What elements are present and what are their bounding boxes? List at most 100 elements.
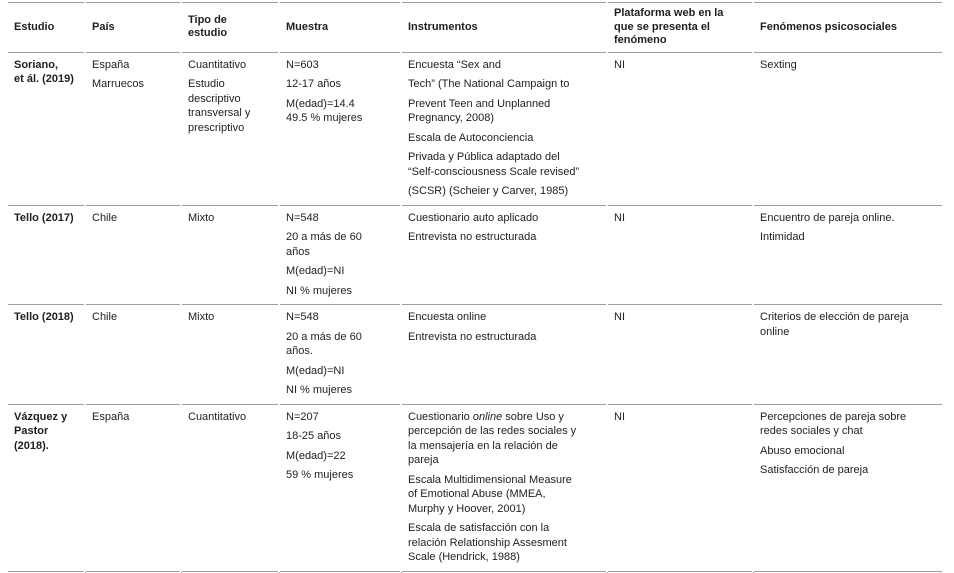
cell-muestra: N=207 18-25 años M(edad)=22 59 % mujeres bbox=[280, 405, 400, 572]
cell-paragraph: Tello (2018) bbox=[14, 311, 74, 323]
cell-paragraph: Encuesta online bbox=[408, 311, 487, 323]
cell-paragraph: 18-25 años bbox=[286, 430, 342, 442]
cell-paragraph: 12-17 años bbox=[286, 78, 342, 90]
cell-paragraph: Escala de Autoconciencia bbox=[408, 131, 534, 144]
table-row: Tello (2017) Chile Mixto N=548 20 a más de 6… bbox=[8, 206, 942, 305]
cell-paragraph: Entrevista no estructurada bbox=[408, 330, 537, 343]
cell-paragraph: NI bbox=[614, 211, 625, 224]
cell-paragraph: Intimidad bbox=[760, 231, 805, 243]
cell-paragraph: Satisfacción de pareja bbox=[760, 464, 869, 476]
cell-fenomenos: Encuentro de pareja online. Intimidad bbox=[754, 206, 942, 305]
cell-fenomenos: Criterios de elección de pareja online bbox=[754, 305, 942, 405]
studies-table: Estudio País Tipo de estudio Muestra Instrum… bbox=[6, 2, 944, 572]
cell-paragraph: Chile bbox=[92, 311, 118, 323]
column-header-tipo: Tipo de estudio bbox=[182, 2, 278, 53]
cell-fenomenos: Sexting bbox=[754, 53, 942, 206]
cell-paragraph: M(edad)=14.4 49.5 % mujeres bbox=[286, 97, 363, 125]
cell-paragraph: (SCSR) (Scheier y Carver, 1985) bbox=[408, 185, 569, 197]
cell-estudio: Tello (2018) bbox=[8, 305, 84, 405]
cell-paragraph: Soriano, et ál. (2019) bbox=[14, 58, 74, 86]
cell-paragraph: Sexting bbox=[760, 58, 797, 71]
cell-paragraph: Criterios de elección de pareja online bbox=[760, 311, 909, 338]
column-divider-tick bbox=[401, 571, 402, 573]
table-body: Soriano, et ál. (2019) España Marruecos Cua… bbox=[8, 53, 942, 572]
cell-estudio: Soriano, et ál. (2019) bbox=[8, 53, 84, 206]
cell-paragraph: 20 a más de 60 años. bbox=[286, 330, 362, 358]
header-row: Estudio País Tipo de estudio Muestra Instrum… bbox=[8, 2, 942, 53]
table-header: Estudio País Tipo de estudio Muestra Instrum… bbox=[8, 2, 942, 53]
cell-paragraph: N=548 bbox=[286, 311, 319, 323]
column-header-fenomenos: Fenómenos psicosociales bbox=[754, 2, 942, 53]
cell-paragraph: Cuestionario auto aplicado bbox=[408, 211, 539, 224]
cell-estudio: Vázquez y Pastor (2018). bbox=[8, 405, 84, 572]
cell-paragraph: Escala de satisfacción con la relación R… bbox=[408, 522, 567, 563]
cell-paragraph: 59 % mujeres bbox=[286, 469, 354, 481]
cell-plataforma: NI bbox=[608, 305, 752, 405]
cell-paragraph: Tello (2017) bbox=[14, 211, 74, 224]
cell-paragraph: Abuso emocional bbox=[760, 444, 845, 457]
cell-instrumentos: Encuesta online Entrevista no estructurad… bbox=[402, 305, 606, 405]
cell-paragraph: 20 a más de 60 años bbox=[286, 231, 362, 258]
cell-paragraph: M(edad)=22 bbox=[286, 449, 346, 462]
cell-instrumentos: Encuesta “Sex and Tech” (The National Cam… bbox=[402, 53, 606, 206]
cell-estudio: Tello (2017) bbox=[8, 206, 84, 305]
cell-plataforma: NI bbox=[608, 405, 752, 572]
cell-paragraph: M(edad)=NI bbox=[286, 364, 345, 377]
column-header-instrumentos: Instrumentos bbox=[402, 2, 606, 53]
cell-fenomenos: Percepciones de pareja sobre redes socia… bbox=[754, 405, 942, 572]
cell-paragraph: Marruecos bbox=[92, 78, 144, 90]
cell-paragraph: Encuentro de pareja online. bbox=[760, 211, 895, 224]
text-run: Cuestionario bbox=[408, 410, 473, 423]
cell-paragraph: Mixto bbox=[188, 311, 215, 323]
cell-instrumentos: Cuestionario auto aplicado Entrevista no … bbox=[402, 206, 606, 305]
table-row: Vázquez y Pastor (2018). España Cuantitati… bbox=[8, 405, 942, 572]
cell-paragraph: NI % mujeres bbox=[286, 384, 353, 396]
cell-paragraph: N=603 bbox=[286, 58, 319, 71]
cell-paragraph: Prevent Teen and Unplanned Pregnancy, 20… bbox=[408, 97, 551, 125]
italic-text-run: online bbox=[472, 410, 503, 423]
cell-muestra: N=548 20 a más de 60 años M(edad)=NI NI % m… bbox=[280, 206, 400, 305]
cell-paragraph: Vázquez y Pastor (2018). bbox=[14, 410, 68, 452]
cell-paragraph: Estudio descriptivo transversal y prescr… bbox=[188, 78, 251, 134]
column-divider-tick bbox=[607, 571, 608, 573]
column-header-pais: País bbox=[86, 2, 180, 53]
cell-paragraph: España bbox=[92, 58, 130, 71]
column-divider-tick bbox=[85, 571, 86, 573]
cell-tipo: Mixto bbox=[182, 206, 278, 305]
column-header-plataforma: Plataforma web en la que se presenta el … bbox=[608, 2, 752, 53]
table-row: Tello (2018) Chile Mixto N=548 20 a más de 6… bbox=[8, 305, 942, 405]
cell-paragraph: España bbox=[92, 410, 130, 423]
column-divider-tick bbox=[753, 571, 754, 573]
cell-tipo: Cuantitativo bbox=[182, 405, 278, 572]
column-divider-tick bbox=[181, 571, 182, 573]
cell-paragraph: Entrevista no estructurada bbox=[408, 231, 537, 243]
cell-tipo: Cuantitativo Estudio descriptivo transver… bbox=[182, 53, 278, 206]
text-run: sobre Uso y percepción de las redes soci… bbox=[408, 410, 577, 467]
cell-plataforma: NI bbox=[608, 206, 752, 305]
column-header-muestra: Muestra bbox=[280, 2, 400, 53]
cell-plataforma: NI bbox=[608, 53, 752, 206]
cell-paragraph: NI bbox=[614, 58, 625, 71]
cell-paragraph: Encuesta “Sex and bbox=[408, 58, 501, 71]
cell-paragraph: Tech” (The National Campaign to bbox=[408, 78, 570, 90]
cell-pais: España Marruecos bbox=[86, 53, 180, 206]
column-header-estudio: Estudio bbox=[8, 2, 84, 53]
cell-paragraph: M(edad)=NI bbox=[286, 265, 345, 277]
column-divider-tick bbox=[279, 571, 280, 573]
cell-paragraph: N=207 bbox=[286, 410, 319, 423]
cell-paragraph: Escala Multidimensional Measure of Emoti… bbox=[408, 473, 572, 515]
cell-paragraph: NI bbox=[614, 311, 625, 323]
cell-muestra: N=603 12-17 años M(edad)=14.4 49.5 % mujer… bbox=[280, 53, 400, 206]
cell-paragraph: Cuantitativo bbox=[188, 58, 247, 71]
cell-paragraph: N=548 bbox=[286, 211, 319, 224]
cell-paragraph: NI % mujeres bbox=[286, 284, 353, 297]
cell-pais: España bbox=[86, 405, 180, 572]
cell-pais: Chile bbox=[86, 305, 180, 405]
cell-paragraph: Cuestionario online sobre Uso y percepci… bbox=[408, 410, 600, 468]
cell-instrumentos: Cuestionario online sobre Uso y percepci… bbox=[402, 405, 606, 572]
cell-pais: Chile bbox=[86, 206, 180, 305]
cell-paragraph: Percepciones de pareja sobre redes socia… bbox=[760, 410, 907, 438]
cell-paragraph: Cuantitativo bbox=[188, 410, 247, 423]
cell-paragraph: NI bbox=[614, 410, 625, 423]
